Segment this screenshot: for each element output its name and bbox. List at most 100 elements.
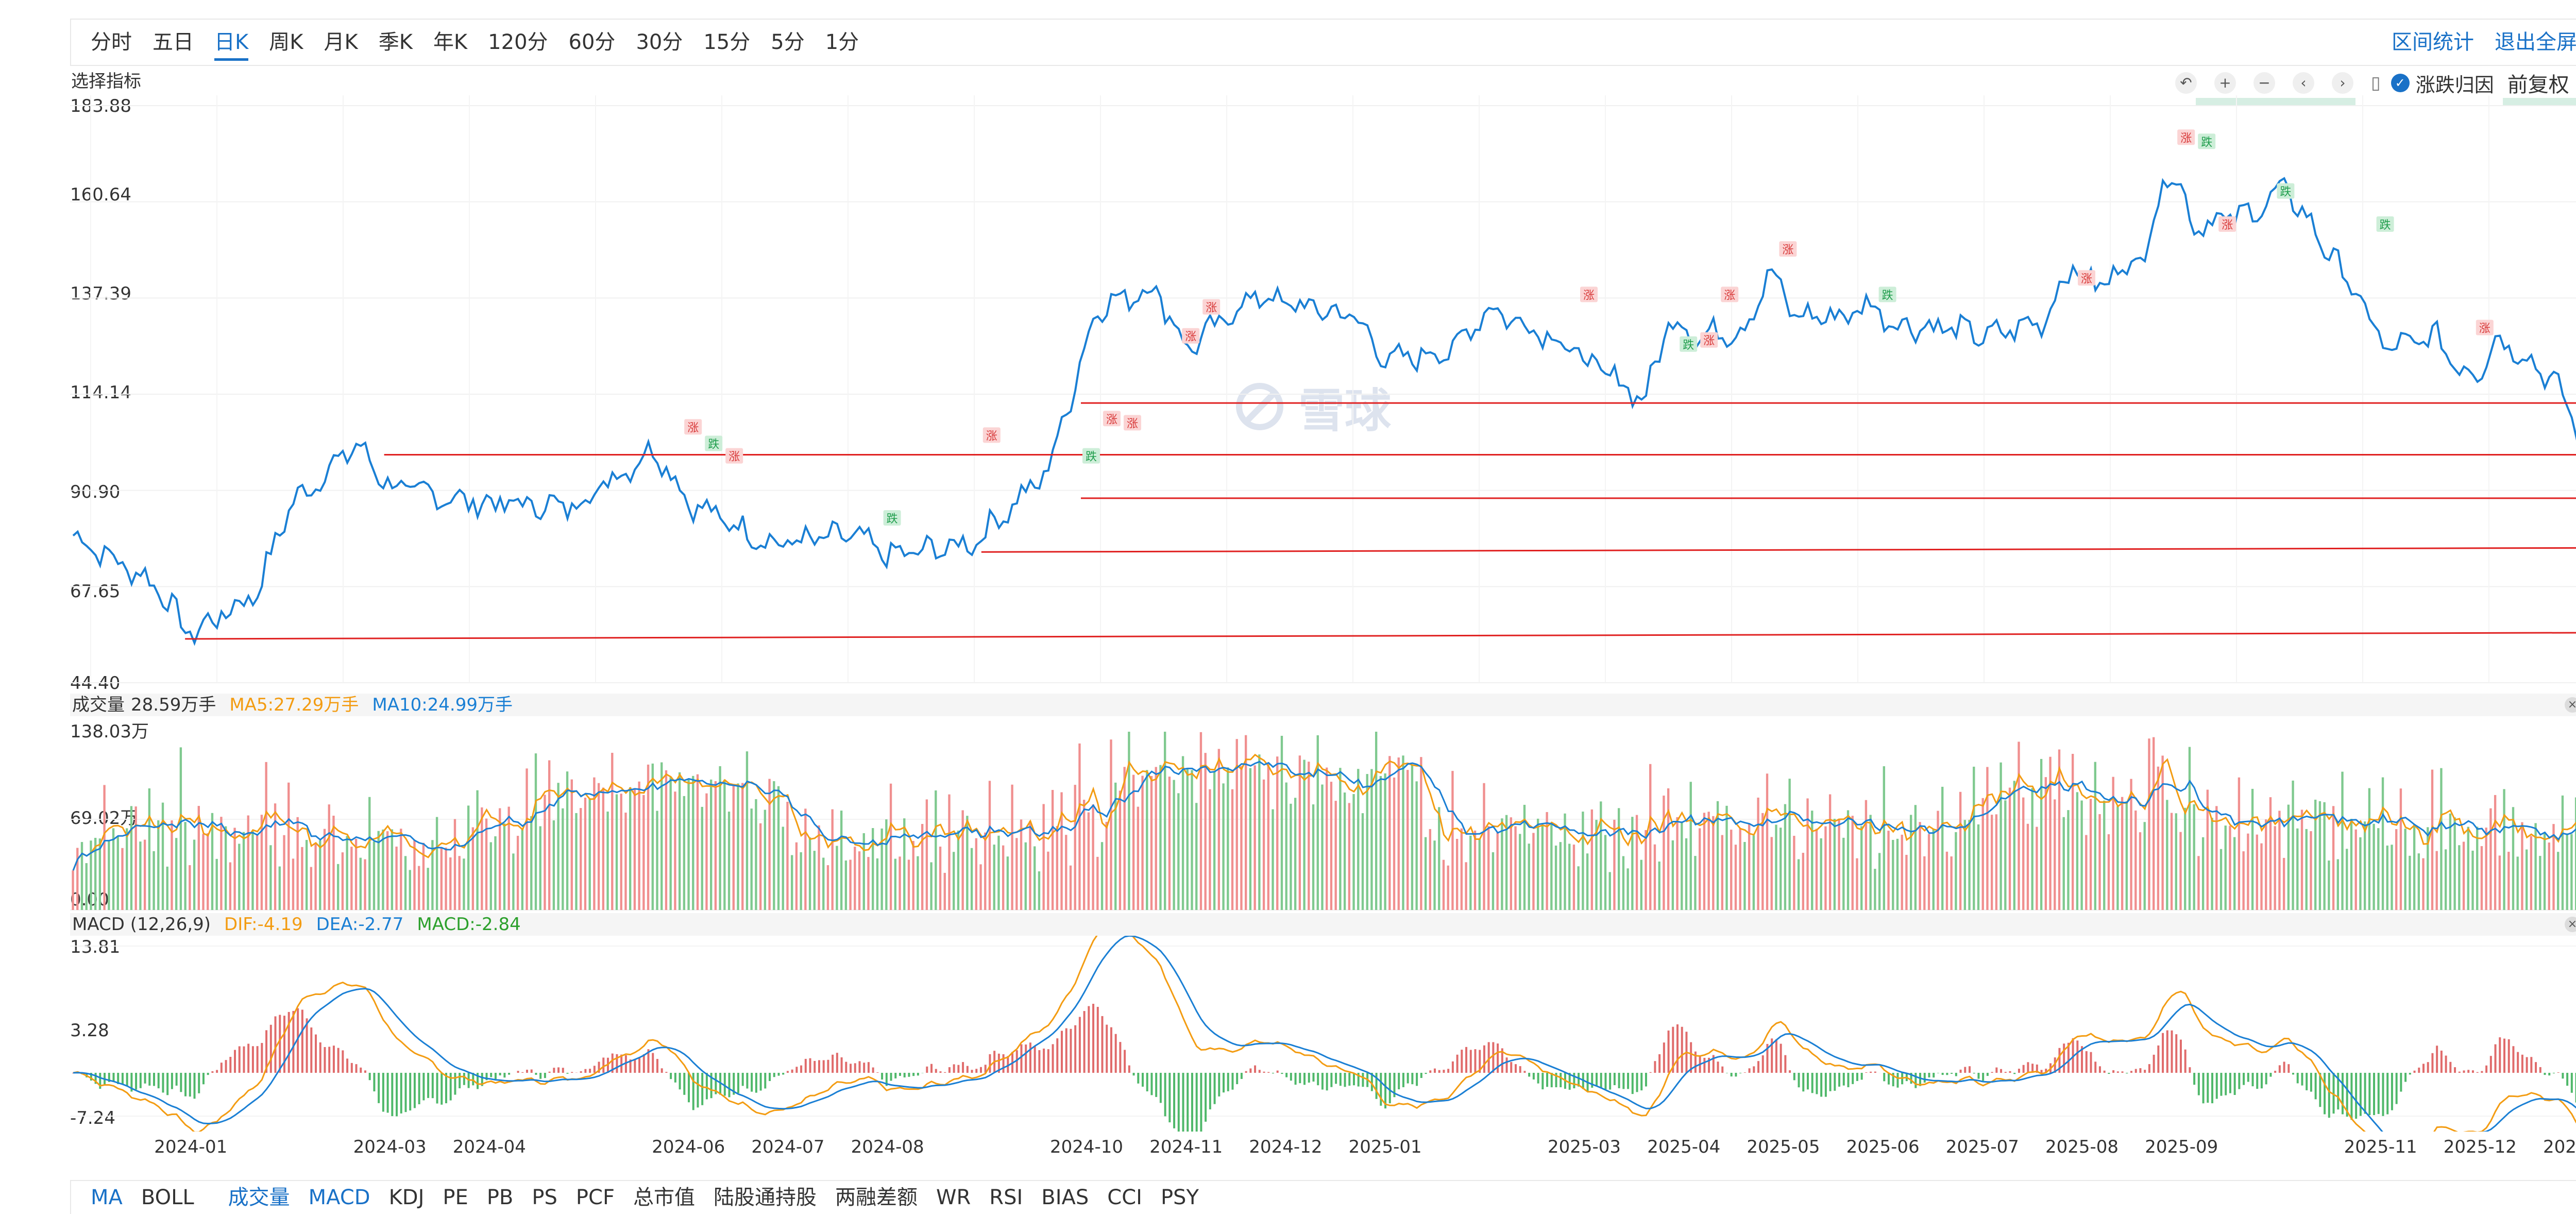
macd-bar bbox=[2094, 1061, 2097, 1073]
macd-bar bbox=[2000, 1069, 2003, 1073]
macd-bar bbox=[1789, 1070, 1791, 1073]
macd-bar bbox=[1362, 1073, 1364, 1087]
macd-bar bbox=[1532, 1073, 1535, 1080]
macd-bar bbox=[2215, 1073, 2218, 1099]
macd-bar bbox=[2067, 1042, 2070, 1073]
macd-bar bbox=[1887, 1073, 1890, 1085]
price-tick-label: 114.14 bbox=[70, 382, 131, 403]
tab-1min[interactable]: 1分 bbox=[825, 30, 859, 54]
time-tick-label: 2025-05 bbox=[1747, 1137, 1820, 1157]
tab-bias[interactable]: BIAS bbox=[1041, 1186, 1089, 1209]
tab-120min[interactable]: 120分 bbox=[488, 30, 548, 54]
volume-bar bbox=[1375, 732, 1378, 910]
macd-bar bbox=[1263, 1071, 1265, 1073]
volume-bar bbox=[2085, 835, 2088, 910]
volume-bar bbox=[867, 857, 870, 910]
macd-bar bbox=[2229, 1073, 2231, 1093]
volume-bar bbox=[1802, 853, 1804, 910]
volume-bar bbox=[1645, 830, 1647, 910]
volume-bar bbox=[90, 840, 92, 910]
volume-bar bbox=[2116, 806, 2119, 910]
tab-margin[interactable]: 两融差额 bbox=[835, 1186, 918, 1209]
event-marker-bg bbox=[2277, 183, 2295, 199]
macd-bar bbox=[1631, 1073, 1634, 1094]
tab-macd[interactable]: MACD bbox=[308, 1186, 370, 1209]
lock-icon[interactable]: ▯ bbox=[2371, 73, 2381, 93]
tab-cci[interactable]: CCI bbox=[1107, 1186, 1142, 1209]
macd-bar bbox=[777, 1073, 780, 1076]
right-arrow-icon[interactable]: › bbox=[2332, 72, 2353, 94]
volume-bar bbox=[2121, 797, 2124, 910]
volume-bar bbox=[1613, 819, 1616, 910]
volume-bar bbox=[593, 777, 596, 910]
volume-bar bbox=[557, 783, 560, 910]
volume-bar bbox=[1240, 766, 1243, 910]
event-marker-label: 跌 bbox=[1086, 451, 1097, 464]
tab-boll[interactable]: BOLL bbox=[141, 1186, 194, 1209]
macd-bar bbox=[427, 1073, 430, 1098]
volume-bar bbox=[674, 791, 676, 910]
tab-five-day[interactable]: 五日 bbox=[152, 30, 194, 54]
tab-pcf[interactable]: PCF bbox=[575, 1186, 615, 1209]
reason-toggle[interactable]: ✓ 涨跌归因 bbox=[2391, 69, 2494, 97]
tab-5min[interactable]: 5分 bbox=[771, 30, 805, 54]
volume-bar bbox=[1617, 808, 1620, 910]
tab-30min[interactable]: 30分 bbox=[636, 30, 683, 54]
tab-ma[interactable]: MA bbox=[91, 1186, 123, 1209]
tab-market-cap[interactable]: 总市值 bbox=[633, 1186, 695, 1209]
left-arrow-icon[interactable]: ‹ bbox=[2293, 72, 2314, 94]
tab-volume[interactable]: 成交量 bbox=[228, 1186, 290, 1209]
macd-bar bbox=[1352, 1073, 1355, 1086]
undo-icon[interactable]: ↶ bbox=[2175, 72, 2197, 94]
volume-chart[interactable] bbox=[0, 716, 2576, 912]
volume-bar bbox=[1159, 765, 1162, 910]
tab-ps[interactable]: PS bbox=[532, 1186, 557, 1209]
tab-yearly-k[interactable]: 年K bbox=[433, 30, 468, 54]
macd-chart[interactable] bbox=[0, 936, 2576, 1132]
macd-bar bbox=[1645, 1073, 1647, 1087]
volume-bar bbox=[404, 856, 407, 910]
tab-15min[interactable]: 15分 bbox=[703, 30, 751, 54]
volume-bar bbox=[1411, 765, 1414, 910]
zoom-out-icon[interactable]: − bbox=[2253, 72, 2275, 94]
tab-quarterly-k[interactable]: 季K bbox=[378, 30, 413, 54]
volume-bar bbox=[1006, 856, 1009, 910]
macd-bar bbox=[751, 1073, 753, 1092]
tab-psy[interactable]: PSY bbox=[1160, 1186, 1199, 1209]
range-stats-link[interactable]: 区间统计 bbox=[2392, 30, 2474, 54]
volume-bar bbox=[2525, 849, 2528, 910]
macd-bar bbox=[867, 1062, 870, 1073]
tab-pb[interactable]: PB bbox=[486, 1186, 514, 1209]
tab-pe[interactable]: PE bbox=[443, 1186, 468, 1209]
tab-weekly-k[interactable]: 周K bbox=[269, 30, 303, 54]
tab-60min[interactable]: 60分 bbox=[568, 30, 616, 54]
macd-bar bbox=[2503, 1038, 2505, 1073]
time-tick-label: 2025-12 bbox=[2443, 1137, 2517, 1157]
volume-bar bbox=[1308, 762, 1310, 910]
adjust-selector[interactable]: 前复权 bbox=[2507, 73, 2569, 97]
tab-wr[interactable]: WR bbox=[936, 1186, 971, 1209]
macd-bar bbox=[890, 1073, 892, 1081]
tab-rsi[interactable]: RSI bbox=[989, 1186, 1023, 1209]
volume-bar bbox=[1415, 781, 1418, 910]
volume-bar bbox=[1235, 739, 1238, 910]
tab-monthly-k[interactable]: 月K bbox=[324, 30, 358, 54]
exit-fullscreen-link[interactable]: 退出全屏 bbox=[2495, 30, 2576, 54]
tab-kdj[interactable]: KDJ bbox=[388, 1186, 425, 1209]
macd-bar bbox=[1986, 1073, 1989, 1076]
volume-bar bbox=[1941, 786, 1944, 910]
macd-bar bbox=[1060, 1031, 1063, 1073]
volume-bar bbox=[966, 816, 969, 910]
tab-intraday[interactable]: 分时 bbox=[91, 30, 132, 54]
select-indicator-link[interactable]: 选择指标 bbox=[71, 71, 141, 92]
zoom-in-icon[interactable]: + bbox=[2214, 72, 2236, 94]
macd-bar bbox=[139, 1073, 142, 1088]
macd-bar bbox=[1761, 1055, 1764, 1073]
volume-bar bbox=[1622, 856, 1625, 910]
close-icon[interactable]: × bbox=[2565, 917, 2576, 932]
volume-bar bbox=[2134, 810, 2137, 910]
close-icon[interactable]: × bbox=[2565, 697, 2576, 713]
tab-northbound[interactable]: 陆股通持股 bbox=[713, 1186, 817, 1209]
tab-daily-k[interactable]: 日K bbox=[204, 20, 259, 65]
